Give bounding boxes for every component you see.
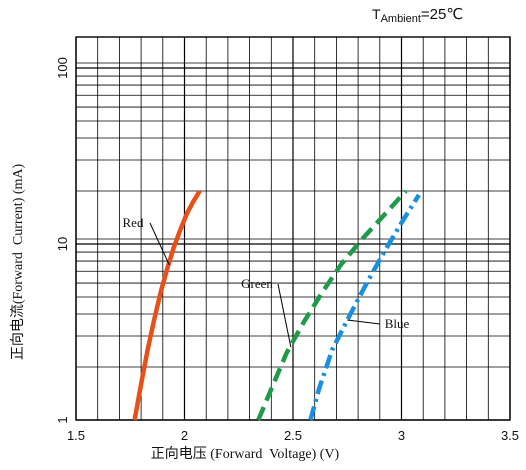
annotation-subscript: Ambient: [381, 13, 421, 25]
leader-line-red: [149, 222, 170, 266]
leader-line-blue: [347, 319, 381, 325]
x-tick-label: 2.5: [284, 428, 302, 443]
grid-lines: [75, 36, 511, 421]
annotation-prefix: T: [372, 6, 381, 22]
ambient-temperature-annotation: TAmbient=25℃: [372, 6, 463, 25]
series-label-red: Red: [123, 215, 144, 230]
series-line-green: [256, 189, 408, 421]
x-axis-label: 正向电压 (Forward Voltage) (V): [151, 446, 340, 462]
series-layer: [132, 189, 421, 421]
y-tick-label: 10: [55, 237, 70, 251]
x-tick-label: 1.5: [67, 428, 85, 443]
x-tick-label: 2: [181, 428, 188, 443]
y-tick-label: 100: [55, 57, 70, 79]
series-label-blue: Blue: [385, 316, 410, 331]
y-tick-label: 1: [55, 416, 70, 423]
series-label-layer: Red Green Blue: [123, 215, 410, 348]
y-axis-label: 正向电流(Forward Current) (mA): [10, 163, 26, 360]
series-label-green: Green: [241, 276, 273, 291]
leader-line-green: [277, 283, 292, 348]
series-line-red: [132, 189, 202, 421]
annotation-suffix: =25℃: [421, 6, 463, 23]
x-tick-label: 3: [398, 428, 405, 443]
tick-label-layer: 1.5 2 2.5 3 3.5 1 10 100: [55, 57, 519, 443]
plot-frame: [75, 36, 511, 421]
series-line-blue: [308, 193, 421, 421]
x-tick-label: 3.5: [501, 428, 519, 443]
